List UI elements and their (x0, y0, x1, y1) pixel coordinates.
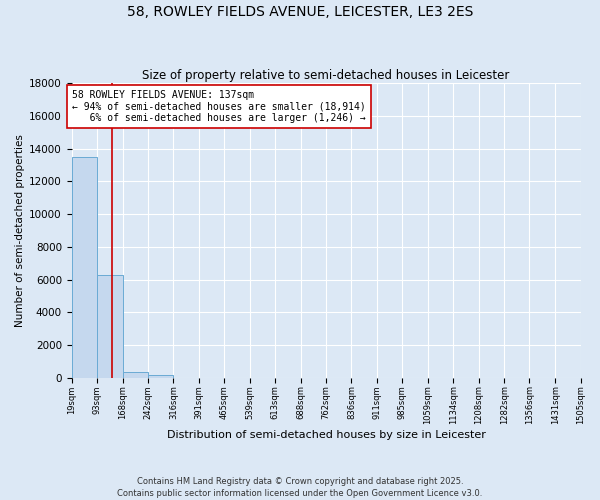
Y-axis label: Number of semi-detached properties: Number of semi-detached properties (15, 134, 25, 327)
Bar (148, 375, 173, 378)
Bar (97, 274, 122, 378)
Text: 58, ROWLEY FIELDS AVENUE, LEICESTER, LE3 2ES: 58, ROWLEY FIELDS AVENUE, LEICESTER, LE3… (127, 5, 473, 19)
Bar (71, 157, 97, 378)
Title: Size of property relative to semi-detached houses in Leicester: Size of property relative to semi-detach… (142, 69, 510, 82)
Text: Contains HM Land Registry data © Crown copyright and database right 2025.
Contai: Contains HM Land Registry data © Crown c… (118, 476, 482, 498)
X-axis label: Distribution of semi-detached houses by size in Leicester: Distribution of semi-detached houses by … (167, 430, 485, 440)
Bar (122, 372, 148, 378)
Text: 58 ROWLEY FIELDS AVENUE: 137sqm
← 94% of semi-detached houses are smaller (18,91: 58 ROWLEY FIELDS AVENUE: 137sqm ← 94% of… (73, 90, 366, 123)
